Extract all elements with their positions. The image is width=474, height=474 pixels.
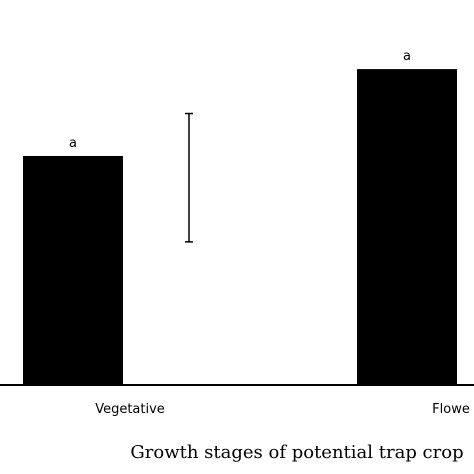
x-axis-title: Growth stages of potential trap crop [130, 442, 463, 463]
labels-group: a Vegetative a Flowe [69, 49, 470, 417]
significance-label-vegetative: a [69, 136, 77, 151]
x-tick-label-flowe: Flowe [432, 402, 470, 417]
bar-vegetative [23, 155, 123, 385]
bar-flowe [357, 69, 457, 385]
significance-label-flowe: a [403, 49, 411, 64]
bars-group [23, 69, 457, 385]
error-bar-group [185, 112, 193, 243]
x-tick-label-vegetative: Vegetative [95, 402, 165, 417]
